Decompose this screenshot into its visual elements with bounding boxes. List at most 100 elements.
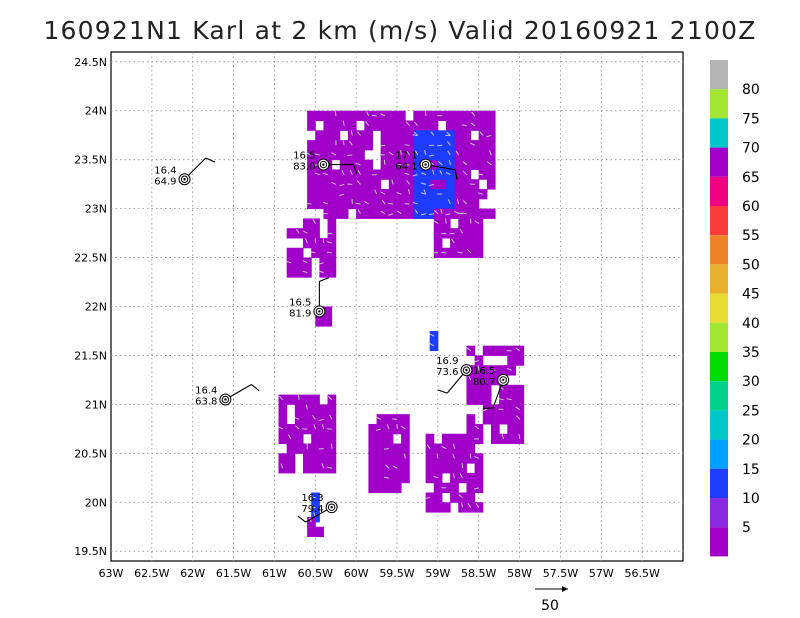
wind-cell — [323, 110, 333, 122]
wind-cell — [441, 502, 451, 513]
wind-arrow — [406, 150, 410, 156]
wind-arrow — [518, 433, 521, 439]
wind-cell — [466, 237, 476, 249]
wind-cell — [507, 423, 516, 435]
wind-arrow — [322, 238, 325, 244]
station-label: 16.5 — [473, 366, 495, 377]
wind-cell — [339, 120, 349, 131]
wind-arrow — [487, 161, 492, 166]
wind-cell — [454, 189, 463, 200]
wind-cell — [425, 433, 435, 445]
wind-cell — [380, 189, 390, 200]
wind-arrow — [451, 238, 455, 244]
wind-cell — [405, 208, 414, 219]
wind-arrow — [423, 189, 427, 195]
wind-arrow — [445, 213, 451, 216]
wind-cell — [339, 149, 349, 161]
colorbar-segment — [710, 206, 728, 236]
wind-cell — [499, 345, 508, 356]
x-tick-label: 59W — [425, 567, 450, 580]
colorbar-label: 60 — [742, 199, 760, 215]
reference-vector-label: 50 — [541, 598, 559, 614]
wind-arrow — [296, 228, 300, 234]
wind-cell — [450, 463, 459, 474]
x-tick-label: 61.5W — [216, 567, 251, 580]
wind-cell — [413, 140, 423, 151]
wind-cell — [507, 355, 516, 366]
wind-cell — [315, 130, 324, 141]
wind-cell — [450, 247, 459, 259]
wind-cell — [507, 414, 516, 425]
wind-cell — [507, 365, 516, 376]
colorbar-segment — [710, 468, 728, 498]
colorbar-segment — [710, 264, 728, 294]
wind-arrow — [424, 150, 427, 156]
wind-arrow — [429, 333, 435, 337]
wind-arrow — [447, 150, 451, 156]
wind-cell — [315, 110, 324, 122]
wind-cell — [515, 423, 525, 435]
wind-arrow — [326, 251, 332, 254]
wind-arrow — [433, 210, 439, 215]
wind-arrow — [380, 191, 386, 195]
wind-barb-flag — [352, 164, 358, 175]
y-tick-label: 19.5N — [74, 545, 107, 558]
wind-cell — [315, 198, 324, 210]
wind-cell — [388, 169, 398, 180]
wind-cell — [356, 159, 365, 170]
wind-cell — [474, 375, 484, 386]
wind-arrow — [310, 506, 316, 510]
wind-arrow — [327, 395, 333, 401]
wind-cell — [307, 110, 316, 122]
wind-cell — [425, 453, 435, 464]
wind-cell — [364, 130, 373, 141]
wind-cell — [303, 218, 312, 229]
wind-cell — [286, 247, 296, 259]
wind-cell — [462, 159, 472, 170]
wind-cell — [466, 228, 476, 239]
wind-cell — [413, 169, 423, 180]
x-tick-label: 56.5W — [624, 567, 659, 580]
wind-arrow — [448, 159, 451, 165]
wind-arrow — [376, 416, 382, 420]
y-tick-label: 24.5N — [74, 56, 107, 69]
x-tick-label: 57.5W — [543, 567, 578, 580]
wind-arrow — [430, 131, 435, 136]
wind-cell — [474, 208, 484, 219]
wind-cell — [413, 130, 423, 141]
wind-cell — [397, 179, 406, 190]
wind-cell — [490, 423, 500, 435]
wind-arrow — [287, 434, 292, 440]
colorbar-segment — [710, 89, 728, 119]
x-tick-label: 58.5W — [461, 567, 496, 580]
colorbar-segment — [710, 60, 728, 90]
wind-cell — [486, 159, 496, 170]
wind-barb-flag — [251, 384, 260, 392]
wind-cell — [466, 423, 476, 435]
wind-cell — [368, 443, 378, 454]
wind-cell — [446, 179, 455, 190]
y-tick-label: 24N — [85, 105, 107, 118]
wind-cell — [401, 463, 410, 474]
wind-cell — [474, 463, 484, 474]
colorbar-segment — [710, 498, 728, 528]
wind-cell — [331, 130, 341, 141]
wind-arrow — [321, 463, 325, 469]
wind-cell — [388, 120, 398, 131]
colorbar-label: 80 — [742, 82, 760, 98]
wind-cell — [425, 472, 435, 484]
wind-arrow — [356, 131, 361, 136]
y-tick-label: 23.5N — [74, 154, 107, 167]
wind-arrow — [365, 121, 370, 126]
wind-arrow — [412, 134, 418, 136]
wind-arrow — [396, 192, 402, 195]
wind-arrow — [310, 496, 316, 499]
wind-cell — [458, 443, 467, 454]
wind-cell — [364, 140, 373, 151]
wind-cell — [331, 198, 341, 210]
wind-cell — [425, 502, 435, 513]
wind-cell — [478, 149, 488, 161]
station-label: 16.4 — [154, 165, 176, 176]
wind-cell — [303, 453, 312, 464]
colorbar-label: 15 — [742, 462, 760, 478]
